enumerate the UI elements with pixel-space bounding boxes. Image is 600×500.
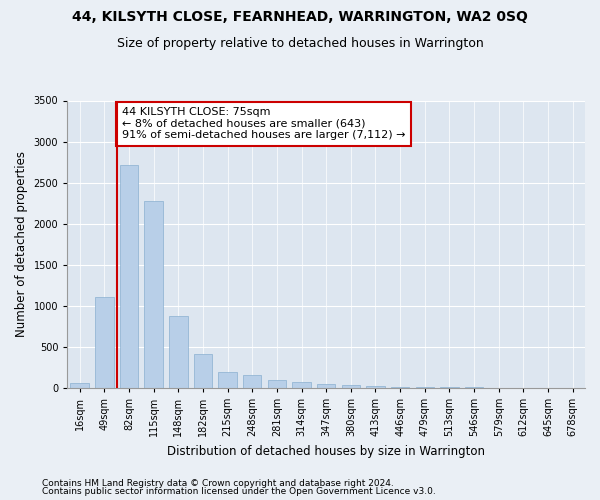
Bar (317, 384, 335, 388)
Bar (70, 383, 89, 388)
Bar (268, 380, 286, 388)
Bar (366, 386, 385, 388)
Bar (169, 316, 188, 388)
Text: Size of property relative to detached houses in Warrington: Size of property relative to detached ho… (116, 38, 484, 51)
Y-axis label: Number of detached properties: Number of detached properties (15, 151, 28, 337)
Text: 44, KILSYTH CLOSE, FEARNHEAD, WARRINGTON, WA2 0SQ: 44, KILSYTH CLOSE, FEARNHEAD, WARRINGTON… (72, 10, 528, 24)
Bar (218, 372, 237, 388)
Bar (341, 386, 360, 388)
Text: 44 KILSYTH CLOSE: 75sqm
← 8% of detached houses are smaller (643)
91% of semi-de: 44 KILSYTH CLOSE: 75sqm ← 8% of detached… (122, 107, 405, 140)
Bar (95, 298, 113, 388)
Bar (416, 387, 434, 388)
Bar (194, 354, 212, 388)
Text: Contains HM Land Registry data © Crown copyright and database right 2024.: Contains HM Land Registry data © Crown c… (42, 478, 394, 488)
Text: Contains public sector information licensed under the Open Government Licence v3: Contains public sector information licen… (42, 487, 436, 496)
Bar (120, 164, 138, 388)
Bar (145, 202, 163, 388)
X-axis label: Distribution of detached houses by size in Warrington: Distribution of detached houses by size … (167, 444, 485, 458)
Bar (391, 387, 409, 388)
Bar (243, 374, 262, 388)
Bar (292, 382, 311, 388)
